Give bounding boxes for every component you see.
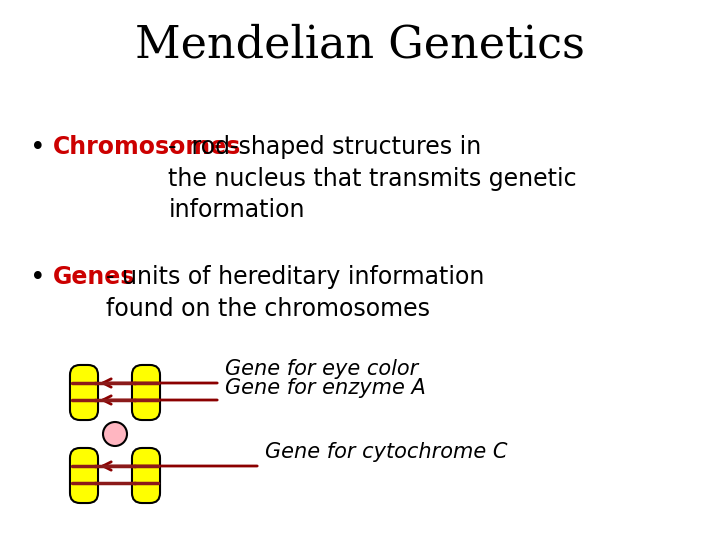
Text: •: •: [30, 135, 46, 161]
Text: Gene for eye color: Gene for eye color: [225, 359, 418, 379]
Text: - units of hereditary information
found on the chromosomes: - units of hereditary information found …: [106, 265, 484, 321]
FancyBboxPatch shape: [132, 448, 160, 503]
Text: Gene for enzyme A: Gene for enzyme A: [225, 378, 426, 398]
FancyBboxPatch shape: [70, 448, 98, 503]
Circle shape: [103, 422, 127, 446]
Text: •: •: [30, 265, 46, 291]
Text: -  rod-shaped structures in
the nucleus that transmits genetic
information: - rod-shaped structures in the nucleus t…: [168, 135, 577, 222]
Text: Mendelian Genetics: Mendelian Genetics: [135, 23, 585, 66]
FancyBboxPatch shape: [132, 365, 160, 420]
Text: Gene for cytochrome C: Gene for cytochrome C: [265, 442, 508, 462]
Text: Genes: Genes: [53, 265, 135, 289]
Text: Chromosomes: Chromosomes: [53, 135, 241, 159]
FancyBboxPatch shape: [70, 365, 98, 420]
